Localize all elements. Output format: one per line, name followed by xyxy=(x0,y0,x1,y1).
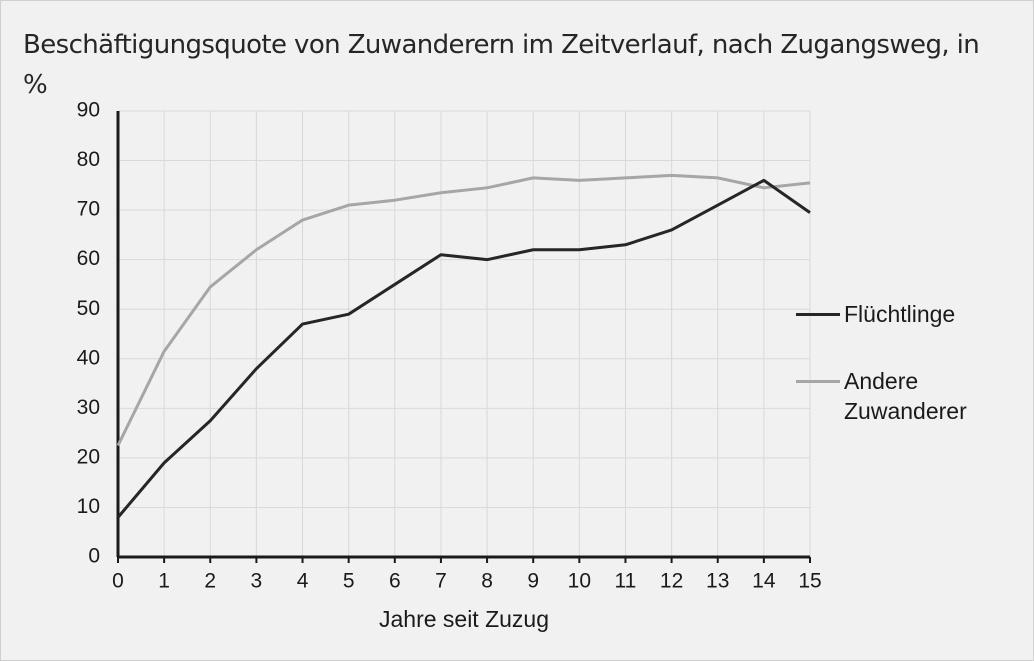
x-tick-label: 2 xyxy=(204,570,216,593)
x-tick-label: 5 xyxy=(343,570,355,593)
y-tick-label: 40 xyxy=(77,346,100,369)
x-tick-label: 15 xyxy=(798,570,821,593)
y-tick-label: 10 xyxy=(77,495,100,518)
x-tick-label: 3 xyxy=(251,570,263,593)
x-tick-label: 7 xyxy=(435,570,447,593)
x-tick-label: 9 xyxy=(527,570,539,593)
y-tick-label: 30 xyxy=(77,396,100,419)
legend-item: Flüchtlinge xyxy=(796,299,956,329)
legend-item: Andere Zuwanderer xyxy=(796,366,967,426)
y-tick-label: 60 xyxy=(77,247,100,270)
x-tick-label: 13 xyxy=(706,570,729,593)
x-tick-label: 0 xyxy=(112,570,124,593)
legend-label: Andere Zuwanderer xyxy=(844,368,967,424)
y-tick-label: 70 xyxy=(77,198,100,221)
x-tick-label: 8 xyxy=(481,570,493,593)
y-tick-label: 50 xyxy=(77,297,100,320)
x-tick-label: 14 xyxy=(752,570,776,593)
chart-title: Beschäftigungsquote von Zuwanderern im Z… xyxy=(23,30,980,100)
y-tick-label: 80 xyxy=(77,148,100,171)
y-tick-label: 90 xyxy=(77,99,100,122)
x-tick-label: 4 xyxy=(297,570,309,593)
legend-swatch xyxy=(796,380,840,383)
x-axis-label: Jahre seit Zuzug xyxy=(379,606,549,632)
x-tick-label: 10 xyxy=(568,570,591,593)
series-line xyxy=(116,178,811,519)
x-tick-label: 12 xyxy=(660,570,683,593)
series-line xyxy=(116,173,811,447)
x-tick-label: 1 xyxy=(158,570,170,593)
x-tick-label: 6 xyxy=(389,570,401,593)
legend-swatch xyxy=(796,313,840,316)
y-tick-label: 20 xyxy=(77,445,100,468)
x-tick-label: 11 xyxy=(615,570,637,593)
legend-label: Flüchtlinge xyxy=(844,301,956,327)
y-tick-label: 0 xyxy=(88,545,100,568)
